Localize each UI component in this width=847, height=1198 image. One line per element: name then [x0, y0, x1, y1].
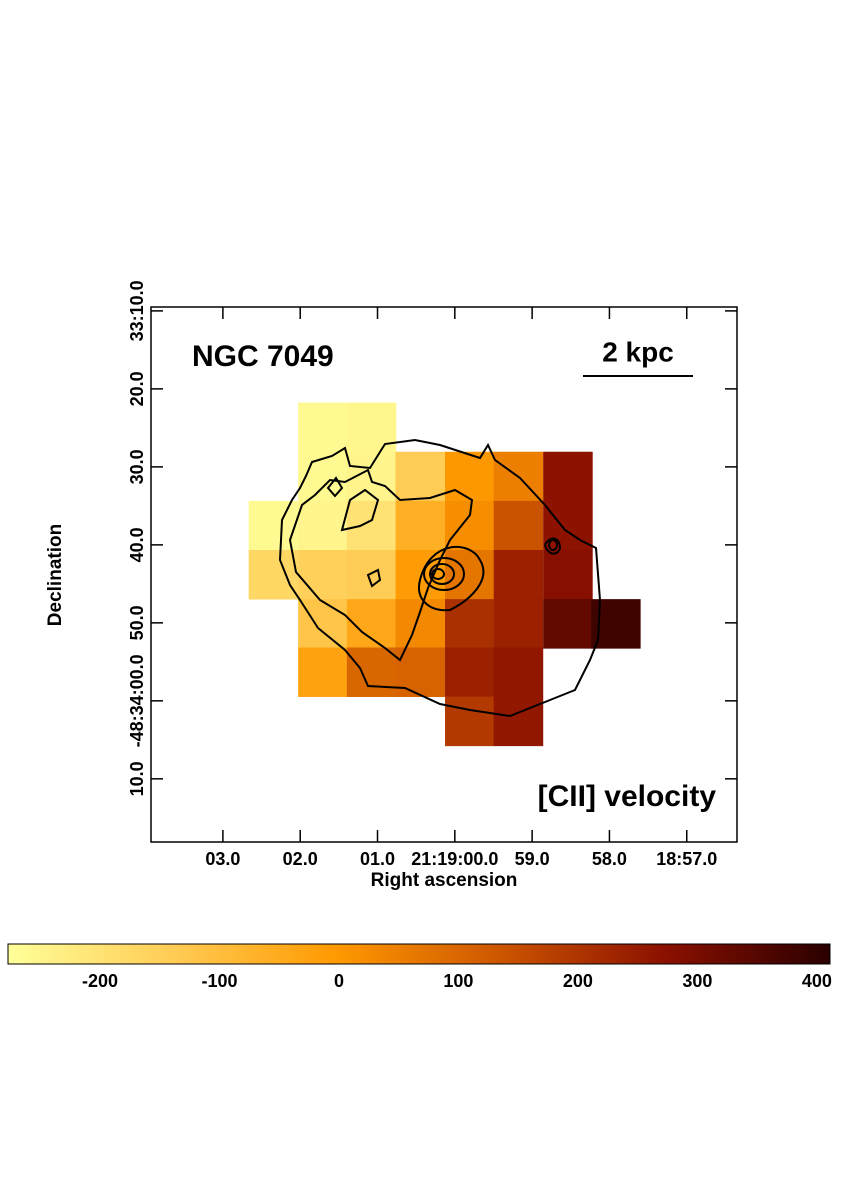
x-tick-label: 58.0: [592, 849, 627, 869]
contour: [278, 438, 602, 718]
velocity-cell: [346, 402, 397, 453]
contour: [548, 539, 558, 551]
velocity-cell: [445, 500, 495, 551]
y-tick-label: 20.0: [127, 371, 147, 406]
y-tick-label: 10.0: [127, 761, 147, 796]
y-tick-label: 50.0: [127, 605, 147, 640]
contour: [429, 563, 455, 585]
velocity-cell: [543, 451, 593, 502]
y-tick-label: -48:34:00.0: [127, 654, 147, 747]
axes: 03.0 02.0 01.0 21:19:00.0 59.0 58.0 18:57.0 33:…: [127, 280, 737, 869]
velocity-cell: [298, 402, 348, 453]
x-tick-label: 59.0: [515, 849, 550, 869]
velocity-cell: [445, 647, 495, 697]
chart-title: NGC 7049: [192, 340, 334, 373]
annotation: [CII] velocity: [538, 780, 717, 813]
velocity-cell: [493, 500, 544, 551]
velocity-cell: [346, 500, 397, 551]
velocity-cell: [445, 451, 495, 502]
y-tick-label: 40.0: [127, 527, 147, 562]
velocity-cell: [395, 451, 446, 502]
contours: [278, 438, 602, 718]
colorbar-tick-label: 0: [334, 971, 344, 991]
velocity-cell: [298, 647, 348, 697]
colorbar-tick-label: 200: [563, 971, 593, 991]
contour: [288, 468, 474, 662]
velocity-cell: [445, 550, 495, 600]
colorbar-tick-label: 400: [802, 971, 832, 991]
velocity-map: [248, 402, 641, 747]
colorbar-tick-label: -200: [82, 971, 118, 991]
contour: [418, 546, 485, 612]
scale-bar-label: 2 kpc: [602, 336, 674, 367]
velocity-cell: [543, 599, 593, 649]
velocity-cell: [346, 647, 397, 697]
velocity-cell: [543, 550, 593, 600]
velocity-cell: [445, 599, 495, 649]
contour: [543, 537, 562, 555]
velocity-cell: [346, 550, 397, 600]
y-tick-label: 30.0: [127, 449, 147, 484]
velocity-cell: [298, 550, 348, 600]
colorbar-tick-label: 300: [682, 971, 712, 991]
velocity-cell: [298, 500, 348, 551]
x-tick-label: 03.0: [205, 849, 240, 869]
x-tick-label: 02.0: [283, 849, 318, 869]
contour: [423, 557, 465, 591]
x-tick-label: 01.0: [360, 849, 395, 869]
velocity-cell: [395, 500, 446, 551]
x-axis-label: Right ascension: [371, 870, 518, 891]
velocity-cell: [445, 696, 495, 747]
velocity-cell: [493, 696, 544, 747]
contour: [340, 488, 380, 532]
contour: [366, 568, 382, 588]
velocity-cell: [395, 599, 446, 649]
contour: [431, 568, 445, 580]
x-tick-label: 18:57.0: [656, 849, 717, 869]
contour: [326, 476, 344, 498]
colorbar-tick-label: -100: [201, 971, 237, 991]
velocity-cell: [493, 550, 544, 600]
velocity-cell: [493, 647, 544, 697]
colorbar-ticks: -200 -100 0 100 200 300 400: [82, 971, 832, 991]
velocity-cell: [493, 599, 544, 649]
plot-frame: [150, 306, 738, 843]
y-tick-label: 33:10.0: [127, 280, 147, 341]
colorbar: [7, 943, 831, 965]
colorbar-tick-label: 100: [443, 971, 473, 991]
y-axis-label: Declination: [45, 524, 66, 626]
x-tick-label: 21:19:00.0: [411, 849, 498, 869]
velocity-cell: [298, 599, 348, 649]
velocity-cell: [248, 550, 299, 600]
